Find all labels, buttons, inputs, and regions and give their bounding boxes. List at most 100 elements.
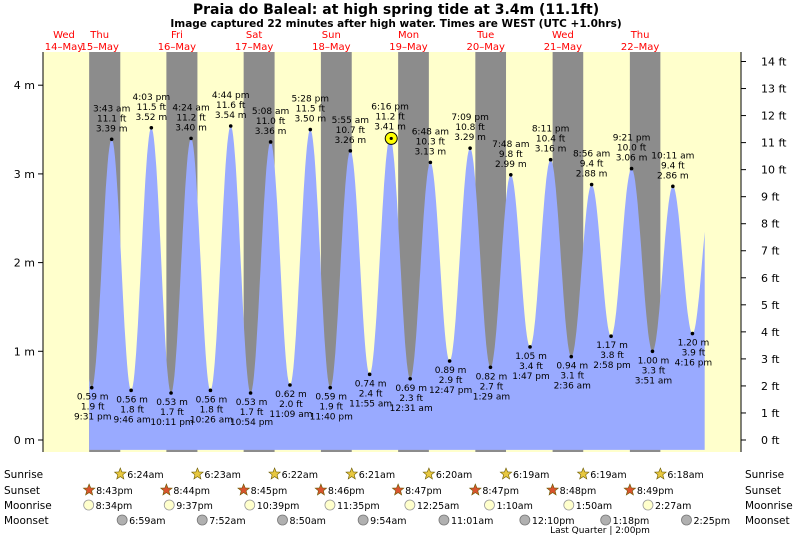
low-tide-metres: 0.94 m (556, 362, 588, 372)
high-tide-time: 5:28 pm (292, 95, 330, 105)
chart-subtitle: Image captured 22 minutes after high wat… (170, 18, 621, 30)
low-tide-feet: 2.4 ft (359, 389, 383, 399)
high-tide-feet: 11.5 ft (137, 103, 167, 113)
tide-point (468, 146, 472, 150)
sunset-icon (314, 483, 328, 496)
high-tide-metres: 2.86 m (657, 171, 689, 181)
high-tide-metres: 3.52 m (135, 113, 167, 123)
high-tide-time: 6:48 am (412, 127, 449, 137)
moonrise-time: 2:27am (655, 501, 691, 512)
right-tick-label: 6 ft (761, 272, 780, 285)
tide-point (228, 124, 233, 128)
tide-point (89, 385, 94, 390)
high-tide-metres: 3.06 m (616, 154, 648, 164)
moonset-time: 2:25pm (693, 516, 730, 527)
moonset-time: 6:59am (129, 516, 165, 527)
day-header-date: 17–May (235, 42, 273, 53)
tide-point (189, 136, 193, 141)
high-tide-feet: 9.8 ft (499, 150, 523, 160)
sunset-icon (468, 483, 482, 496)
sunrise-time: 6:19am (513, 470, 549, 481)
sunrise-icon (653, 467, 667, 480)
high-tide-feet: 11.5 ft (296, 105, 326, 115)
day-header-date: 16–May (158, 42, 196, 53)
sunset-icon (546, 483, 560, 496)
high-tide-time: 5:55 am (332, 116, 369, 126)
right-tick-label: 0 ft (761, 434, 780, 447)
day-header-dow: Mon (398, 30, 419, 41)
moonset-icon (116, 514, 128, 526)
high-tide-time: 8:56 am (573, 150, 610, 160)
sun-moon-table: Sunrise Sunrise Sunset Sunset Moonrise Moonri… (4, 467, 793, 536)
low-tide-time: 9:31 pm (74, 413, 112, 423)
sunrise-time: 6:22am (282, 470, 318, 481)
high-tide-feet: 9.4 ft (661, 161, 685, 171)
chart-title: Praia do Baleal: at high spring tide at … (193, 2, 599, 18)
moonrise-time: 8:34pm (96, 501, 133, 512)
sunrise-icon (113, 467, 127, 480)
tide-point (268, 140, 273, 144)
high-tide-feet: 10.4 ft (536, 135, 566, 145)
low-tide-time: 2:36 am (554, 382, 591, 392)
high-tide-feet: 10.8 ft (455, 123, 485, 133)
high-tide-feet: 11.2 ft (375, 113, 405, 123)
day-header-dow: Thu (89, 30, 109, 41)
high-tide-time: 5:08 am (252, 107, 289, 117)
sunrise-time: 6:24am (127, 470, 163, 481)
high-tide-feet: 11.6 ft (216, 101, 246, 111)
sunrise-time: 6:19am (590, 470, 626, 481)
low-tide-time: 11:09 am (269, 410, 312, 420)
low-tide-metres: 0.53 m (156, 398, 188, 408)
moonset-time: 8:50am (290, 516, 326, 527)
moonset-icon (357, 514, 369, 526)
tide-point (690, 331, 695, 336)
sunset-time: 8:49pm (637, 486, 674, 497)
left-tick-label: 3 m (14, 168, 35, 181)
moonset-icon (519, 514, 531, 526)
tide-point (129, 388, 133, 393)
tide-point (609, 334, 613, 339)
high-tide-metres: 3.40 m (175, 123, 207, 133)
day-header-date: 18–May (312, 42, 350, 53)
low-tide-feet: 3.3 ft (642, 366, 666, 376)
high-tide-metres: 3.41 m (374, 123, 406, 133)
day-header-dow: Fri (171, 30, 183, 41)
moonset-time: 12:10pm (532, 516, 575, 527)
right-tick-label: 13 ft (761, 83, 787, 96)
moonrise-icon (163, 499, 175, 511)
high-tide-time: 9:21 pm (613, 134, 651, 144)
moonset-icon (196, 514, 208, 526)
high-tide-time: 6:16 pm (371, 103, 409, 113)
tide-point (348, 149, 353, 153)
tide-point (488, 365, 493, 370)
tide-point (367, 372, 372, 377)
right-tick-label: 11 ft (761, 137, 787, 150)
moonset-icon (681, 514, 692, 526)
low-tide-time: 3:51 am (635, 376, 672, 386)
right-tick-label: 5 ft (761, 299, 780, 312)
tide-point (671, 184, 675, 189)
low-tide-time: 12:31 am (390, 404, 433, 414)
moonrise-time: 1:50am (576, 501, 612, 512)
row-label-right: Sunset (745, 485, 781, 497)
sunrise-icon (190, 467, 204, 480)
day-header-dow: Thu (630, 30, 650, 41)
sunset-icon (623, 483, 637, 496)
day-header-date: 20–May (466, 42, 504, 53)
sunset-time: 8:47pm (405, 486, 442, 497)
moon-phase-label: Last Quarter | 2:00pm (550, 526, 650, 536)
low-tide-metres: 0.56 m (196, 395, 228, 405)
low-tide-time: 10:26 am (190, 415, 233, 425)
high-tide-metres: 3.13 m (415, 147, 447, 157)
high-tide-metres: 2.88 m (576, 170, 608, 180)
sunset-time: 8:43pm (96, 486, 133, 497)
tide-point (408, 376, 412, 381)
high-tide-time: 4:24 am (172, 103, 209, 113)
right-tick-label: 7 ft (761, 245, 780, 258)
left-tick-label: 4 m (14, 79, 35, 92)
sunset-icon (82, 483, 96, 496)
high-tide-time: 4:44 pm (212, 91, 250, 101)
tide-point (569, 354, 574, 359)
